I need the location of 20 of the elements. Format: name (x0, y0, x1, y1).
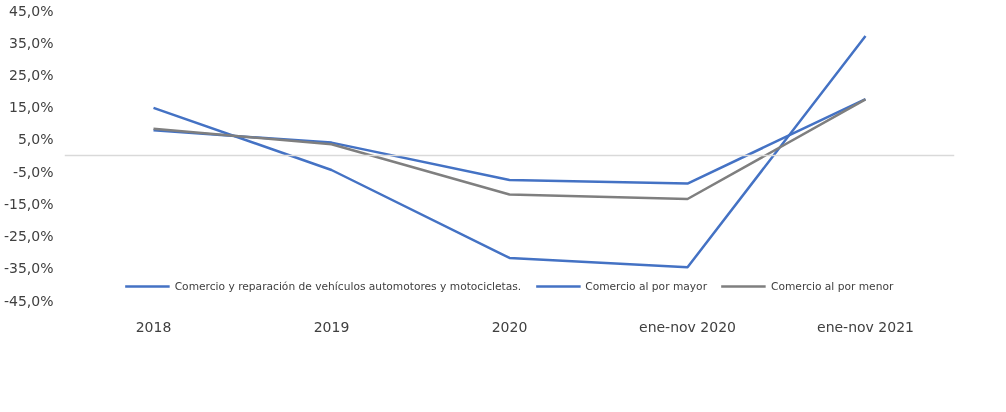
y-tick-label: 25,0% (9, 66, 54, 83)
legend-label: Comercio al por mayor (585, 279, 708, 293)
y-tick-label: 15,0% (9, 99, 54, 116)
line-series (152, 34, 867, 269)
y-tick-label: -25,0% (3, 228, 54, 245)
x-tick-label: ene-nov 2020 (639, 318, 736, 335)
y-tick-label: -45,0% (3, 292, 54, 309)
legend-label: Comercio al por menor (771, 279, 894, 293)
y-tick-label: 5,0% (17, 131, 54, 148)
line-series (152, 98, 867, 201)
x-tick-label: 2018 (135, 318, 172, 335)
y-tick-label: -5,0% (12, 163, 54, 180)
y-tick-label: -15,0% (3, 195, 54, 212)
x-tick-label: 2020 (491, 318, 528, 335)
y-tick-label: -35,0% (3, 260, 54, 277)
y-tick-label: 35,0% (9, 34, 54, 51)
x-tick-label: 2019 (313, 318, 350, 335)
y-tick-label: 45,0% (9, 2, 54, 19)
x-tick-label: ene-nov 2021 (817, 318, 914, 335)
legend-label: Comercio y reparación de vehículos automotores y motocicletas. (174, 279, 522, 293)
